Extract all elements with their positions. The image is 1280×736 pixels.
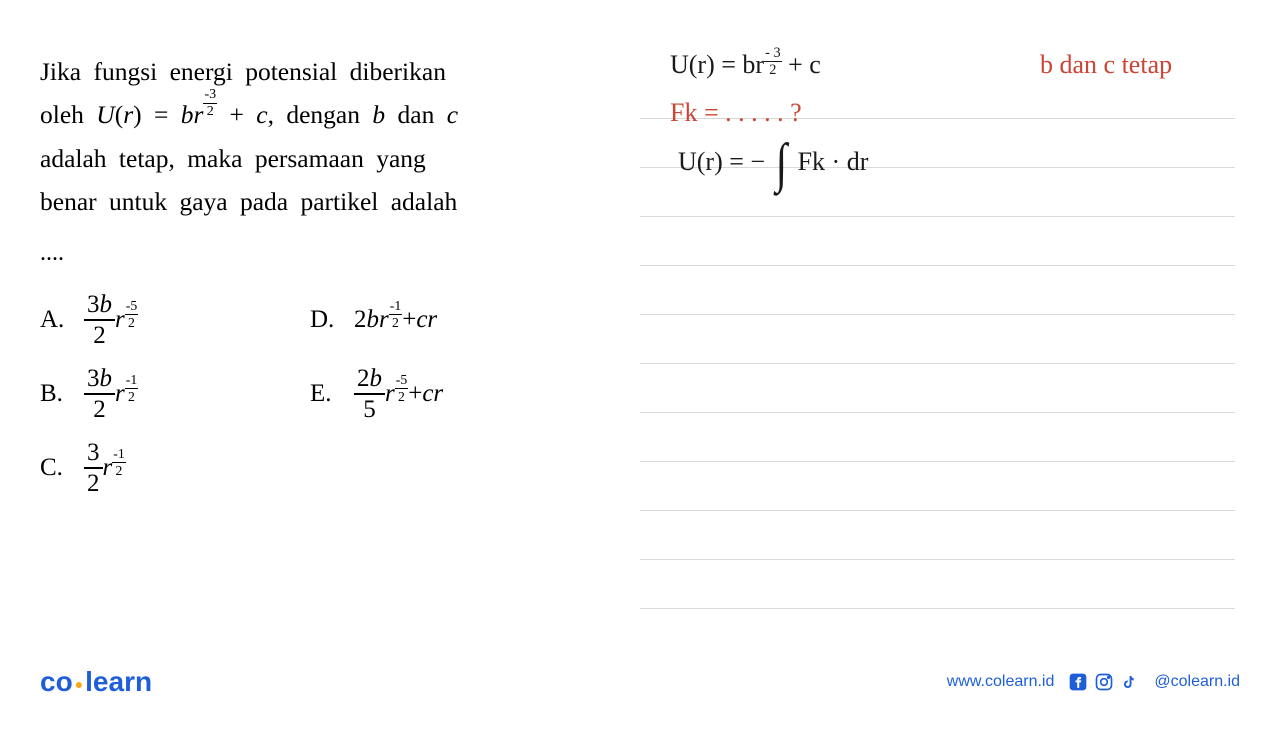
option-c: C. 3 2 r-12 bbox=[40, 440, 310, 496]
question-line-4: benar untuk gaya pada partikel adalah bbox=[40, 180, 640, 223]
options-grid: A. 3b 2 r-52 D. 2br-12 + cr B. 3b 2 r-12 bbox=[40, 292, 640, 496]
question-text: Jika fungsi energi potensial diberikan o… bbox=[40, 50, 640, 274]
work-line-1: U(r) = br- 32 + c bbox=[670, 50, 821, 82]
footer: co●learn www.colearn.id @colearn.id bbox=[0, 666, 1280, 698]
question-panel: Jika fungsi energi potensial diberikan o… bbox=[40, 50, 640, 496]
work-line-2: Fk = . . . . . ? bbox=[670, 98, 802, 128]
content-area: Jika fungsi energi potensial diberikan o… bbox=[0, 0, 1280, 496]
work-line-3: U(r) = − ∫ Fk · dr bbox=[678, 140, 868, 188]
social-icons bbox=[1068, 672, 1140, 692]
option-b: B. 3b 2 r-12 bbox=[40, 366, 310, 422]
brand-logo: co●learn bbox=[40, 666, 152, 698]
social-handle[interactable]: @colearn.id bbox=[1154, 673, 1240, 691]
question-line-1: Jika fungsi energi potensial diberikan bbox=[40, 50, 640, 93]
work-note-red: b dan c tetap bbox=[1040, 50, 1172, 80]
instagram-icon[interactable] bbox=[1094, 672, 1114, 692]
option-e: E. 2b 5 r-52 + cr bbox=[310, 366, 610, 422]
logo-dot-icon: ● bbox=[75, 676, 83, 692]
facebook-icon[interactable] bbox=[1068, 672, 1088, 692]
footer-right: www.colearn.id @colearn.id bbox=[947, 672, 1240, 692]
website-link[interactable]: www.colearn.id bbox=[947, 673, 1055, 691]
question-dots: .... bbox=[40, 233, 640, 274]
integral-icon: ∫ bbox=[776, 133, 788, 195]
question-line-3: adalah tetap, maka persamaan yang bbox=[40, 137, 640, 180]
work-panel: U(r) = br- 32 + c b dan c tetap Fk = . .… bbox=[640, 50, 1250, 496]
option-d: D. 2br-12 + cr bbox=[310, 292, 610, 348]
tiktok-icon[interactable] bbox=[1120, 672, 1140, 692]
option-a: A. 3b 2 r-52 bbox=[40, 292, 310, 348]
question-line-2: oleh U(r) = br-32 + c, dengan b dan c bbox=[40, 93, 640, 136]
